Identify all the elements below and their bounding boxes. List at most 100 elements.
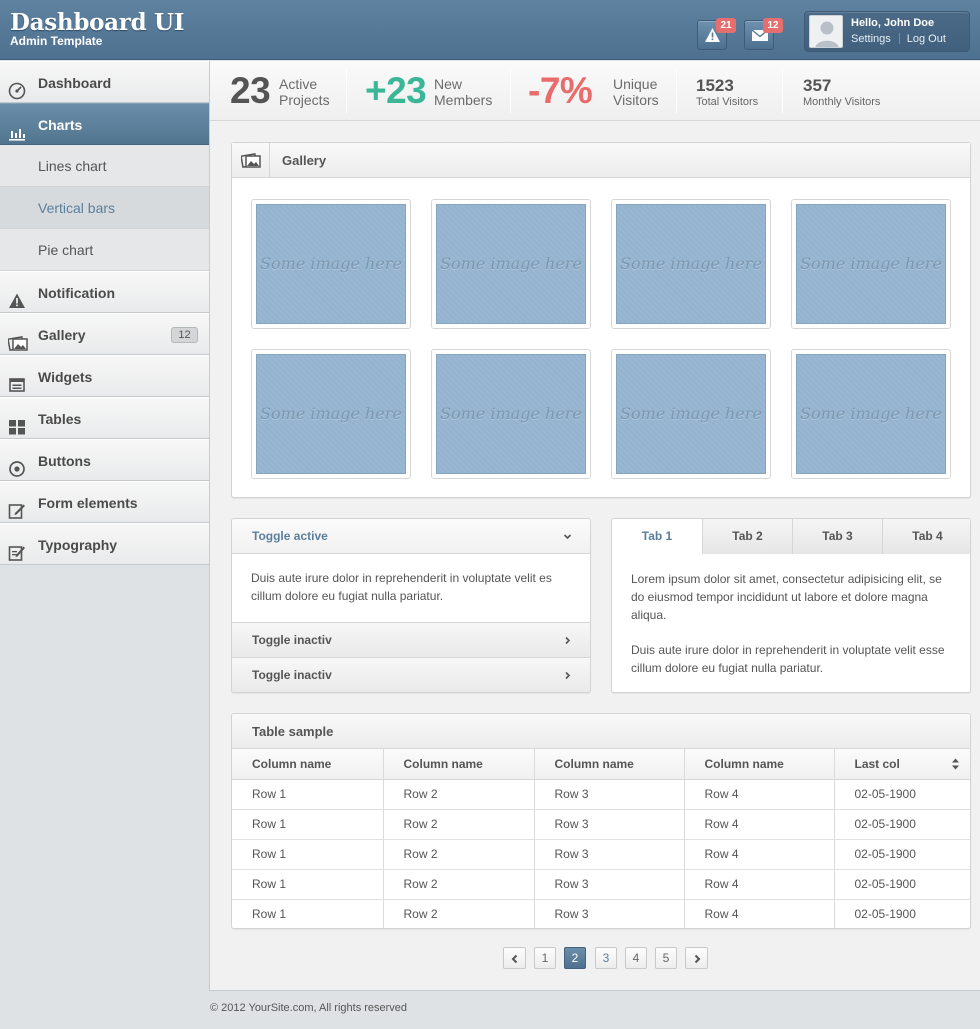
column-header[interactable]: Column name [684,749,835,780]
table-cell: Row 4 [684,809,835,840]
buttons-icon [8,452,26,477]
sidebar-item-tables[interactable]: Tables [0,397,209,439]
accordion-toggle-inactive[interactable]: Toggle inactiv [232,658,590,692]
settings-link[interactable]: Settings [851,33,891,45]
tables-icon [8,410,26,435]
accordion-title: Toggle inactiv [252,633,332,647]
chevron-right-icon [563,658,572,692]
table-cell: Row 3 [534,779,685,810]
sidebar-item-form-elements[interactable]: Form elements [0,481,209,523]
sidebar-item-dashboard[interactable]: Dashboard [0,61,209,103]
tabs-panel: Tab 1 Tab 2 Tab 3 Tab 4 Lorem ipsum dolo… [611,518,971,693]
gallery-thumbnail[interactable]: Some image here [791,199,951,329]
accordion-toggle-active[interactable]: Toggle active [232,519,590,554]
gallery-thumbnail[interactable]: Some image here [251,349,411,479]
sidebar-item-buttons[interactable]: Buttons [0,439,209,481]
table-cell: Row 3 [534,899,685,928]
avatar[interactable] [809,15,843,48]
column-header[interactable]: Column name [534,749,685,780]
gallery-icon [7,326,28,352]
table-cell: 02-05-1900 [854,907,916,922]
table-row[interactable]: Row 1 Row 2 Row 3 Row 4 02-05-1900 [232,809,970,840]
logo[interactable]: Dashboard UI Admin Template [10,9,185,48]
tab-3[interactable]: Tab 3 [792,519,882,554]
table-cell: 02-05-1900 [834,809,970,840]
sidebar-subitem-pie-chart[interactable]: Pie chart [0,229,209,271]
gallery-thumbnail[interactable]: Some image here [431,349,591,479]
sidebar-item-gallery[interactable]: Gallery 12 [0,313,209,355]
pagination-prev-button[interactable] [503,947,526,969]
sidebar-item-label: Notification [38,285,115,301]
table-row[interactable]: Row 1 Row 2 Row 3 Row 4 02-05-1900 [232,869,970,900]
sidebar-item-widgets[interactable]: Widgets [0,355,209,397]
chevron-right-icon [692,951,702,965]
stat-label: Monthly Visitors [803,96,881,108]
footer-copyright: © 2012 YourSite.com, All rights reserved [210,1002,408,1014]
stat-value: 1523 [696,76,734,95]
gallery-thumbnail[interactable]: Some image here [611,199,771,329]
column-header[interactable]: Column name [232,749,384,780]
logo-subtitle: Admin Template [10,34,103,48]
stat-label: New Members [434,76,492,108]
column-header-sortable[interactable]: Last col [834,749,970,780]
messages-badge: 12 [763,18,783,33]
warning-icon [704,27,721,46]
pagination-page-1[interactable]: 1 [534,947,556,969]
sidebar-item-label: Form elements [38,495,138,511]
table-row[interactable]: Row 1 Row 2 Row 3 Row 4 02-05-1900 [232,839,970,870]
messages-button[interactable]: 12 [744,18,783,50]
tab-1[interactable]: Tab 1 [612,519,702,555]
stat-label-line2: Visitors [613,92,659,108]
divider [676,69,677,113]
accordion-toggle-inactive[interactable]: Toggle inactiv [232,623,590,658]
panel-title: Gallery [282,153,327,168]
image-placeholder: Some image here [436,354,586,474]
table-panel-header: Table sample [232,714,970,749]
accordion-panel: Toggle active Duis aute irure dolor in r… [231,518,591,693]
table-row[interactable]: Row 1 Row 2 Row 3 Row 4 02-05-1900 [232,899,970,928]
chevron-down-icon [563,519,572,554]
form-edit-icon [8,494,26,519]
table-cell: Row 1 [232,839,384,870]
column-header[interactable]: Column name [383,749,535,780]
bar-chart-icon [8,116,26,141]
accordion-title: Toggle inactiv [252,668,332,682]
sidebar-item-typography[interactable]: Typography [0,523,209,565]
user-greeting: Hello, John Doe [851,17,935,29]
sidebar-item-label: Charts [38,117,83,133]
sidebar-item-label: Widgets [38,369,93,385]
sidebar-item-charts[interactable]: Charts [0,103,209,145]
gallery-thumbnail[interactable]: Some image here [251,199,411,329]
tab-2[interactable]: Tab 2 [702,519,792,554]
table-cell: Row 4 [684,869,835,900]
gallery-panel-header: Gallery [232,143,970,178]
logo-title: Dashboard UI [10,9,185,36]
gallery-thumbnail[interactable]: Some image here [431,199,591,329]
tab-4[interactable]: Tab 4 [882,519,970,554]
sidebar-subitem-lines-chart[interactable]: Lines chart [0,145,209,187]
sidebar-item-notification[interactable]: Notification [0,271,209,313]
column-header-label: Last col [854,756,900,771]
pagination-page-2-current[interactable]: 2 [564,947,586,969]
pagination-page-5[interactable]: 5 [655,947,677,969]
table-cell: Row 1 [232,779,384,810]
widgets-icon [8,368,26,392]
gallery-thumbnail[interactable]: Some image here [791,349,951,479]
alerts-button[interactable]: 21 [697,18,736,50]
table-cell: Row 2 [383,899,535,928]
gallery-thumbnail[interactable]: Some image here [611,349,771,479]
pagination-next-button[interactable] [685,947,708,969]
image-placeholder: Some image here [256,354,406,474]
stats-bar: 23 Active Projects +23 New Members -7% Uni… [210,61,980,121]
chevron-left-icon [510,951,520,965]
gallery-panel: Gallery Some image here Some image here … [231,142,971,498]
pagination-page-4[interactable]: 4 [625,947,647,969]
sidebar: Dashboard Charts Lines chart Vertical ba… [0,61,209,565]
divider [510,69,511,113]
pagination-page-3[interactable]: 3 [595,947,617,969]
table-row[interactable]: Row 1 Row 2 Row 3 Row 4 02-05-1900 [232,779,970,810]
sidebar-subitem-vertical-bars[interactable]: Vertical bars [0,187,209,229]
logout-link[interactable]: Log Out [906,33,946,45]
table-body: Row 1 Row 2 Row 3 Row 4 02-05-1900 Row 1 Row 2… [232,779,970,928]
sidebar-item-label: Dashboard [38,75,112,91]
